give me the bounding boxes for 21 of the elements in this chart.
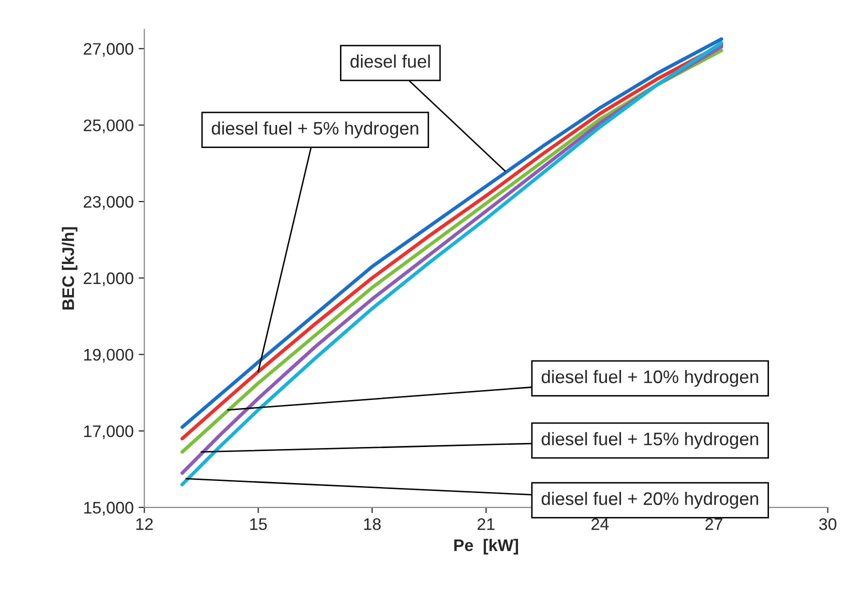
x-tick-label: 30 <box>819 518 836 530</box>
y-axis-title: BEC [kJ/h] <box>62 227 78 310</box>
y-tick-label: 21,000 <box>84 272 134 286</box>
y-tick-label: 25,000 <box>84 119 134 134</box>
x-tick-label: 24 <box>592 518 609 530</box>
annotation: diesel fuel + 15% hydrogen <box>542 432 758 449</box>
annotation: diesel fuel + 20% hydrogen <box>542 492 758 509</box>
x-axis-title: Pe [kW] <box>454 538 518 554</box>
annotation: diesel fuel + 10% hydrogen <box>542 370 758 387</box>
x-tick-label: 27 <box>705 518 722 530</box>
y-tick-label: 19,000 <box>84 348 134 363</box>
y-tick-label: 15,000 <box>84 502 134 516</box>
x-tick-label: 21 <box>478 518 495 530</box>
x-tick-label: 15 <box>250 518 267 530</box>
x-tick-label: 12 <box>136 518 153 530</box>
y-tick-label: 27,000 <box>84 43 134 57</box>
annotation: diesel fuel <box>350 54 430 68</box>
y-tick-label: 17,000 <box>84 425 134 440</box>
x-tick-label: 18 <box>364 518 381 530</box>
annotation: diesel fuel + 5% hydrogen <box>212 121 418 138</box>
y-tick-label: 23,000 <box>84 196 134 210</box>
